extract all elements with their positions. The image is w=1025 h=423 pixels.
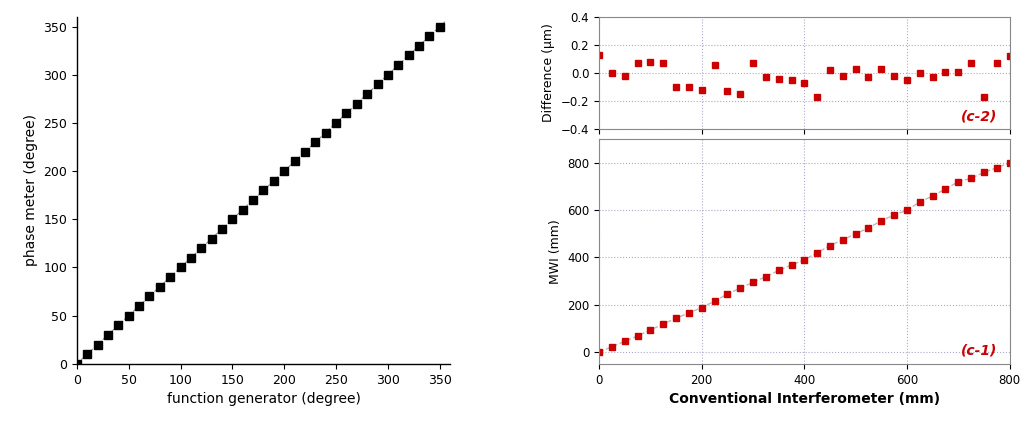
- Y-axis label: Difference (μm): Difference (μm): [542, 24, 556, 123]
- Text: (c-1): (c-1): [960, 343, 997, 357]
- Y-axis label: phase meter (degree): phase meter (degree): [24, 114, 38, 266]
- X-axis label: Conventional Interferometer (mm): Conventional Interferometer (mm): [668, 392, 940, 406]
- Text: (c-2): (c-2): [960, 110, 997, 124]
- X-axis label: function generator (degree): function generator (degree): [166, 392, 361, 406]
- Y-axis label: MWI (mm): MWI (mm): [548, 219, 562, 284]
